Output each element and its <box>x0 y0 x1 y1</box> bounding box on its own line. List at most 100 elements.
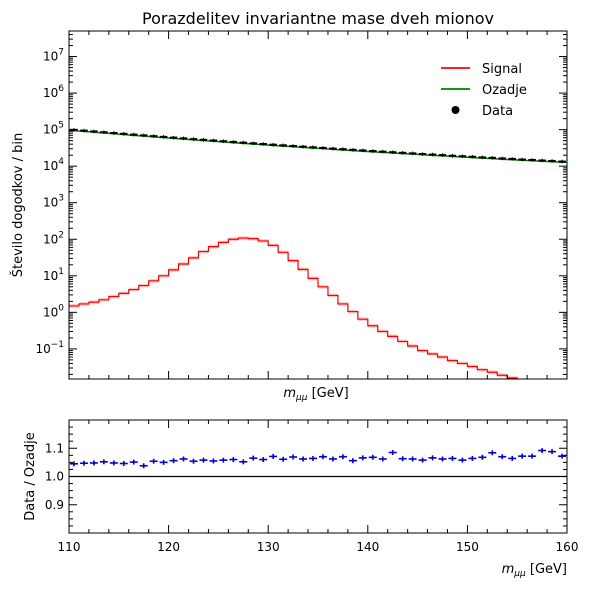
ratio-point <box>508 455 517 461</box>
ratio-point <box>199 457 208 463</box>
ratio-point <box>448 455 457 461</box>
ratio-point <box>428 455 437 461</box>
data-point <box>209 138 218 143</box>
ratio-point <box>99 459 108 465</box>
data-point <box>468 154 477 159</box>
ratio-point <box>289 454 298 460</box>
data-point <box>249 141 258 146</box>
ratio-point <box>79 460 88 466</box>
ratio-point <box>139 463 148 469</box>
data-point <box>100 130 108 135</box>
ratio-point <box>468 455 477 461</box>
data-point <box>149 134 158 138</box>
main-plot: 10−1 100 101 102 103 104 105 106 107 Porazdelitev… <box>10 9 568 403</box>
data-point <box>159 135 168 139</box>
ratio-point <box>328 456 337 462</box>
data-point <box>169 135 178 140</box>
y-tick-label: 100 <box>43 303 64 319</box>
legend-item: Signal <box>441 62 522 77</box>
data-point <box>418 152 427 156</box>
ratio-point <box>119 461 128 467</box>
data-point <box>129 132 138 137</box>
legend-label: Data <box>482 104 513 119</box>
ratio-point <box>388 449 397 455</box>
data-point <box>319 146 327 150</box>
data-point <box>199 137 208 142</box>
data-point <box>339 147 347 151</box>
y-tick-label: 10−1 <box>35 340 64 356</box>
y-tick-label: 106 <box>43 84 64 100</box>
data-point <box>448 153 457 158</box>
data-point <box>219 139 228 144</box>
ratio-point <box>538 448 547 454</box>
legend: Signal Ozadje Data <box>441 62 527 119</box>
signal-uncertainty-band <box>69 236 528 379</box>
ratio-point <box>378 456 387 462</box>
data-point <box>309 145 317 150</box>
ratio-y-tick-label: 0.9 <box>45 498 64 512</box>
ratio-point <box>239 459 248 465</box>
data-point <box>120 131 128 136</box>
y-axis-label: Število dogodkov / bin <box>10 133 26 277</box>
chart-title: Porazdelitev invariantne mase dveh miono… <box>142 9 494 28</box>
main-plot-frame <box>68 30 568 380</box>
signal-series-line <box>69 237 518 379</box>
ratio-point <box>249 455 258 461</box>
y-tick-label: 104 <box>43 157 64 173</box>
data-point <box>438 153 447 157</box>
ratio-x-tick-label: 120 <box>157 540 180 554</box>
ratio-point <box>129 459 138 465</box>
ratio-x-tick-label: 160 <box>556 540 579 554</box>
data-point <box>408 151 417 156</box>
y-tick-label: 105 <box>43 121 64 137</box>
y-tick-label: 102 <box>43 230 64 246</box>
legend-item: Data <box>451 104 513 119</box>
data-point <box>329 146 337 151</box>
ratio-plot: 0.9 1.0 1.1 110 120 130 140 150 160 mμμ [GeV] Data… <box>23 419 579 579</box>
legend-marker-swatch <box>451 106 460 114</box>
data-point <box>378 149 387 154</box>
data-point <box>558 159 566 164</box>
data-point <box>269 142 277 147</box>
ratio-point <box>528 453 537 459</box>
data-point <box>359 148 367 153</box>
data-point <box>229 140 238 144</box>
ratio-point <box>219 457 228 463</box>
ratio-point <box>558 453 567 459</box>
ratio-point <box>358 455 367 461</box>
data-point <box>239 140 248 145</box>
data-point <box>90 129 98 134</box>
ratio-point <box>418 457 427 463</box>
ratio-x-tick-label: 150 <box>456 540 479 554</box>
x-axis-label: mμμ [GeV] <box>283 386 348 403</box>
ratio-point <box>488 450 497 456</box>
y-tick-label: 101 <box>43 267 64 283</box>
data-point <box>259 142 267 146</box>
data-point <box>498 156 507 161</box>
data-point <box>80 128 88 133</box>
ratio-point <box>498 454 507 460</box>
data-point <box>110 131 118 135</box>
ratio-point <box>318 454 327 460</box>
ratio-point <box>398 456 407 462</box>
y-tick-label: 103 <box>43 194 64 210</box>
data-point <box>538 158 546 163</box>
data-point <box>548 159 556 163</box>
ratio-point <box>189 458 198 464</box>
legend-label: Ozadje <box>482 83 527 98</box>
data-point <box>369 149 377 153</box>
ratio-point <box>159 459 168 465</box>
ratio-point <box>438 456 447 462</box>
ratio-point <box>299 456 308 462</box>
data-point <box>349 148 357 152</box>
legend-item: Ozadje <box>441 83 527 98</box>
ratio-point <box>169 458 178 464</box>
data-point <box>488 156 497 160</box>
background-series-line <box>69 129 567 164</box>
data-point <box>289 144 297 148</box>
data-point <box>179 136 188 141</box>
ratio-point <box>548 449 557 455</box>
ratio-point <box>279 456 288 462</box>
ratio-point <box>408 456 417 462</box>
